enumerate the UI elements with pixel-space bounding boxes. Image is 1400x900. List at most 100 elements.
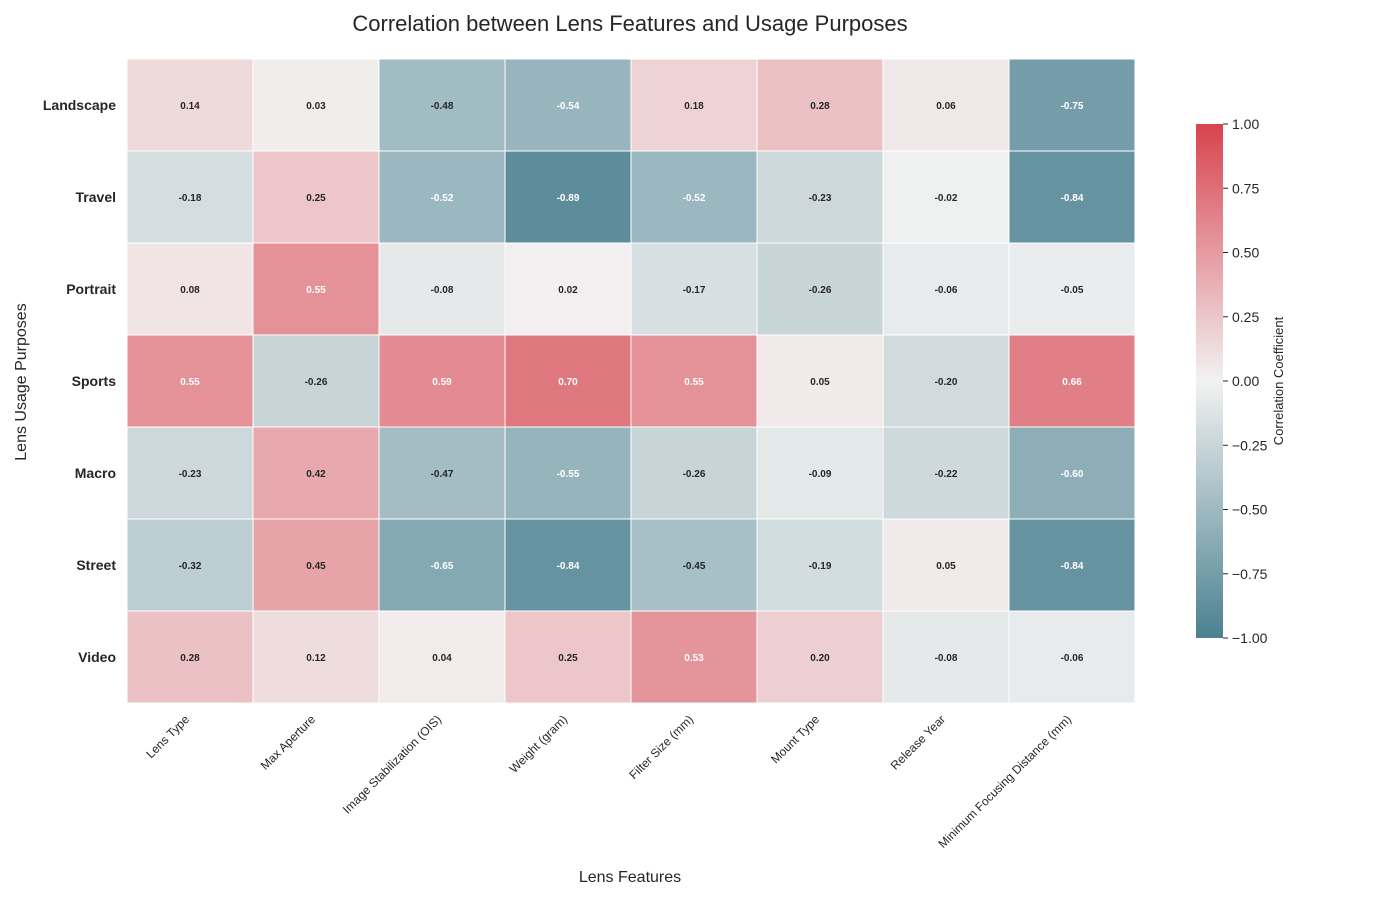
cell-value-label: -0.75 bbox=[1061, 101, 1084, 112]
cell-value-label: -0.08 bbox=[935, 653, 958, 664]
heatmap-cell bbox=[378, 426, 506, 520]
cell-value-label: -0.22 bbox=[935, 469, 958, 480]
cell-value-label: 0.53 bbox=[684, 653, 704, 664]
colorbar-tick-label: −0.25 bbox=[1232, 437, 1268, 453]
heatmap-cell bbox=[252, 242, 380, 336]
heatmap-cell bbox=[126, 610, 254, 704]
heatmap-cell bbox=[378, 58, 506, 152]
y-tick-label: Sports bbox=[72, 373, 117, 389]
cell-value-label: -0.84 bbox=[1061, 193, 1084, 204]
cell-value-label: -0.20 bbox=[935, 377, 958, 388]
colorbar-tick-label: 0.50 bbox=[1232, 245, 1259, 261]
cell-value-label: 0.05 bbox=[810, 377, 830, 388]
y-axis-label: Lens Usage Purposes bbox=[13, 303, 30, 460]
cell-value-label: -0.32 bbox=[179, 561, 202, 572]
cell-value-label: -0.89 bbox=[557, 193, 580, 204]
cell-value-label: -0.17 bbox=[683, 285, 706, 296]
cell-value-label: -0.06 bbox=[1061, 653, 1084, 664]
heatmap-cell bbox=[126, 242, 254, 336]
y-axis-ticks: Landscape Travel Portrait Sports Macro Street… bbox=[43, 97, 116, 665]
cell-value-label: -0.52 bbox=[683, 193, 706, 204]
cell-value-label: 0.18 bbox=[684, 101, 704, 112]
cell-value-label: 0.59 bbox=[432, 377, 452, 388]
colorbar-tick-label: 0.00 bbox=[1232, 373, 1259, 389]
cell-value-label: 0.14 bbox=[180, 101, 200, 112]
colorbar-ticks: 1.00 0.75 0.50 0.25 0.00 −0.25 −0.50 −0.75 −1.00 bbox=[1223, 116, 1268, 646]
cell-value-label: -0.09 bbox=[809, 469, 832, 480]
heatmap-cell bbox=[1008, 426, 1136, 520]
x-tick-label: Max Aperture bbox=[258, 712, 319, 773]
cell-value-label: 0.02 bbox=[558, 285, 578, 296]
heatmap-cell bbox=[756, 58, 884, 152]
cell-value-label: 0.05 bbox=[936, 561, 956, 572]
colorbar-tick-label: 0.25 bbox=[1232, 309, 1259, 325]
heatmap-cells: 0.14 0.03 -0.48 -0.54 0.18 0.28 0.06 -0.75 -0.18… bbox=[126, 58, 1136, 704]
heatmap-cell bbox=[1008, 610, 1136, 704]
x-tick-label: Filter Size (mm) bbox=[626, 712, 696, 782]
colorbar-label: Correlation Coefficient bbox=[1271, 316, 1286, 445]
cell-value-label: 0.06 bbox=[936, 101, 956, 112]
cell-value-label: -0.18 bbox=[179, 193, 202, 204]
cell-value-label: -0.45 bbox=[683, 561, 706, 572]
heatmap-cell bbox=[756, 610, 884, 704]
cell-value-label: 0.25 bbox=[306, 193, 326, 204]
cell-value-label: 0.25 bbox=[558, 653, 578, 664]
cell-value-label: -0.02 bbox=[935, 193, 958, 204]
cell-value-label: 0.03 bbox=[306, 101, 326, 112]
cell-value-label: 0.55 bbox=[306, 285, 326, 296]
heatmap-cell bbox=[378, 334, 506, 428]
colorbar-tick-label: −0.75 bbox=[1232, 566, 1268, 582]
heatmap-cell bbox=[882, 610, 1010, 704]
x-tick-label: Release Year bbox=[888, 712, 948, 772]
y-tick-label: Travel bbox=[76, 189, 116, 205]
heatmap-cell bbox=[126, 334, 254, 428]
cell-value-label: 0.45 bbox=[306, 561, 326, 572]
x-tick-label: Mount Type bbox=[768, 712, 822, 766]
cell-value-label: 0.55 bbox=[180, 377, 200, 388]
heatmap-cell bbox=[630, 242, 758, 336]
colorbar-tick-label: 1.00 bbox=[1232, 116, 1259, 132]
y-tick-label: Portrait bbox=[66, 281, 116, 297]
heatmap-cell bbox=[504, 334, 632, 428]
cell-value-label: -0.48 bbox=[431, 101, 454, 112]
cell-value-label: -0.47 bbox=[431, 469, 454, 480]
cell-value-label: 0.20 bbox=[810, 653, 830, 664]
heatmap-cell bbox=[1008, 518, 1136, 612]
cell-value-label: 0.12 bbox=[306, 653, 326, 664]
colorbar bbox=[1196, 124, 1223, 638]
heatmap-cell bbox=[378, 610, 506, 704]
cell-value-label: -0.84 bbox=[1061, 561, 1084, 572]
cell-value-label: 0.55 bbox=[684, 377, 704, 388]
colorbar-tick-label: −1.00 bbox=[1232, 630, 1268, 646]
heatmap-cell bbox=[630, 518, 758, 612]
cell-value-label: -0.84 bbox=[557, 561, 580, 572]
colorbar-tick-label: −0.50 bbox=[1232, 502, 1268, 518]
heatmap-cell bbox=[630, 334, 758, 428]
heatmap-cell bbox=[504, 242, 632, 336]
cell-value-label: -0.26 bbox=[683, 469, 706, 480]
heatmap-cell bbox=[882, 150, 1010, 244]
heatmap-cell bbox=[756, 150, 884, 244]
heatmap-cell bbox=[756, 242, 884, 336]
cell-value-label: 0.42 bbox=[306, 469, 326, 480]
x-axis-ticks: Lens Type Max Aperture Image Stabilization… bbox=[143, 712, 1074, 851]
heatmap-cell bbox=[252, 518, 380, 612]
heatmap-cell bbox=[1008, 150, 1136, 244]
y-tick-label: Landscape bbox=[43, 97, 116, 113]
x-tick-label: Image Stabilization (OIS) bbox=[340, 712, 444, 816]
heatmap-cell bbox=[504, 426, 632, 520]
cell-value-label: -0.19 bbox=[809, 561, 832, 572]
cell-value-label: -0.06 bbox=[935, 285, 958, 296]
cell-value-label: -0.23 bbox=[179, 469, 202, 480]
cell-value-label: 0.66 bbox=[1062, 377, 1082, 388]
heatmap-cell bbox=[882, 242, 1010, 336]
heatmap-cell bbox=[882, 426, 1010, 520]
heatmap-cell bbox=[126, 58, 254, 152]
x-tick-label: Minimum Focusing Distance (mm) bbox=[935, 712, 1074, 851]
cell-value-label: -0.65 bbox=[431, 561, 454, 572]
heatmap-cell bbox=[252, 58, 380, 152]
cell-value-label: -0.52 bbox=[431, 193, 454, 204]
cell-value-label: 0.04 bbox=[432, 653, 452, 664]
heatmap-cell bbox=[252, 610, 380, 704]
